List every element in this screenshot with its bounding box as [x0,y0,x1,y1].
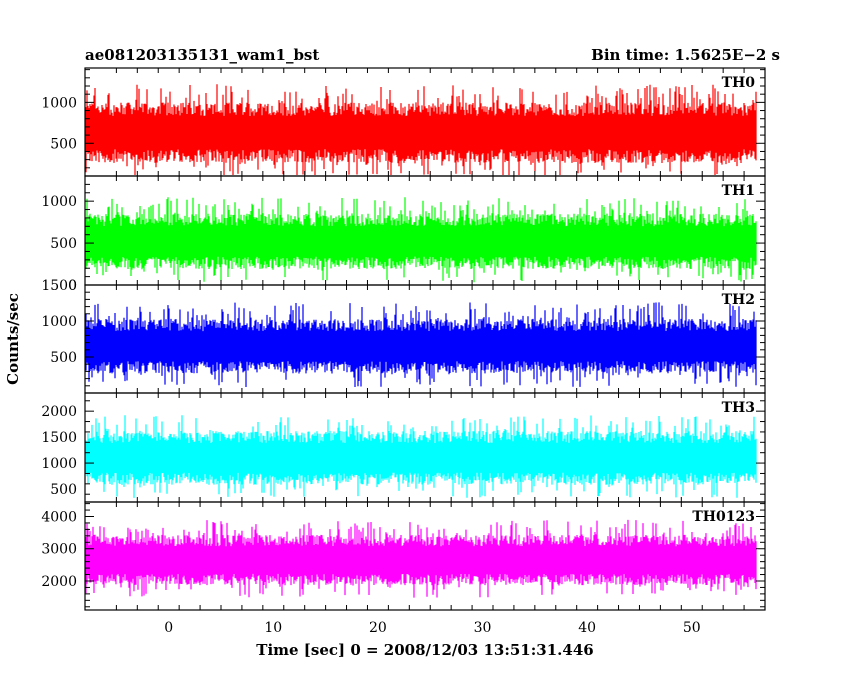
series-th2 [85,302,757,387]
x-tick-label: 0 [164,620,173,636]
x-tick-label: 40 [578,620,596,636]
x-tick-label: 50 [683,620,701,636]
y-tick-label-th3: 2000 [41,404,77,420]
y-tick-label-th2: 1000 [41,314,77,330]
y-tick-label-th2: 500 [50,350,77,366]
y-tick-label-th3: 1000 [41,456,77,472]
x-tick-label: 20 [369,620,387,636]
y-tick-label-th3: 500 [50,482,77,498]
y-tick-label-th1: 1000 [41,194,77,210]
chart-title-right: Bin time: 1.5625E−2 s [591,46,780,64]
panel-label-th2: TH2 [722,292,755,308]
series-th1 [85,197,757,283]
x-axis-label: Time [sec] 0 = 2008/12/03 13:51:31.446 [256,641,593,659]
y-tick-label-th0123: 4000 [41,510,77,526]
panel-label-th1: TH1 [722,183,755,199]
panel-label-th3: TH3 [722,400,755,416]
series-th3 [85,415,757,498]
y-tick-label-th1: 500 [50,236,77,252]
panel-frame-th0123 [84,501,766,611]
series-th0123 [85,519,757,598]
series-th0 [85,84,757,175]
chart-title-left: ae081203135131_wam1_bst [85,46,319,64]
y-tick-label-th0123: 2000 [41,574,77,590]
y-tick-label-th0: 500 [50,136,77,152]
y-axis-label: Counts/sec [4,293,22,385]
x-tick-label: 10 [264,620,282,636]
y-tick-label-th1: 0 [68,278,77,294]
x-tick-label: 30 [474,620,492,636]
y-tick-label-th0123: 3000 [41,542,77,558]
panel-label-th0: TH0 [722,75,756,91]
y-tick-label-th2: 1500 [41,278,77,294]
y-tick-label-th3: 1500 [41,430,77,446]
y-tick-label-th0: 1000 [41,95,77,111]
panel-label-th0123: TH0123 [692,509,755,525]
